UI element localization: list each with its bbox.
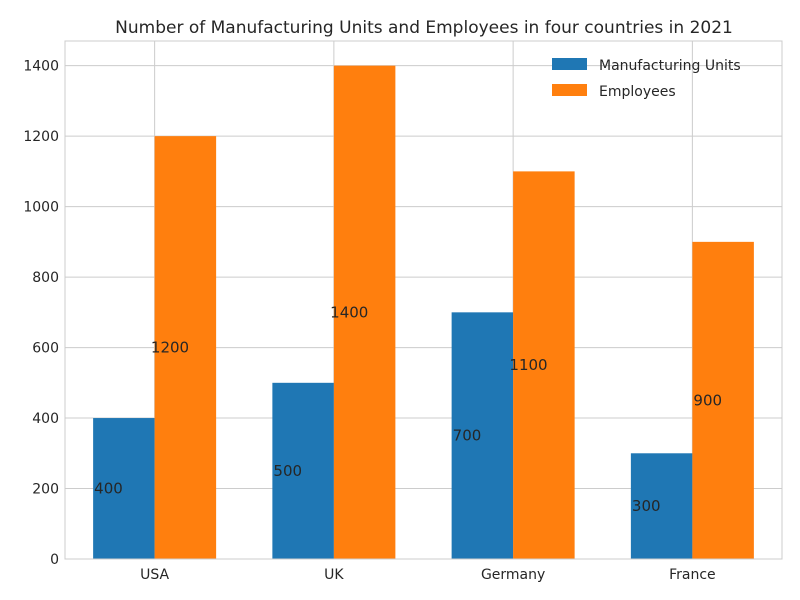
data-label: 1400 bbox=[330, 303, 368, 321]
data-label: 500 bbox=[273, 462, 302, 480]
bars bbox=[93, 66, 754, 559]
x-tick-label: UK bbox=[324, 567, 344, 583]
data-label: 400 bbox=[94, 480, 123, 498]
y-tick-label: 1400 bbox=[23, 59, 59, 75]
data-label: 1200 bbox=[151, 339, 189, 357]
data-label: 700 bbox=[453, 427, 482, 445]
y-tick-label: 0 bbox=[50, 552, 59, 568]
x-tick-label: Germany bbox=[481, 567, 545, 583]
x-axis: USA UK Germany France bbox=[140, 567, 716, 583]
legend-label: Manufacturing Units bbox=[599, 58, 741, 74]
y-axis: 0 200 400 600 800 1000 1200 1400 bbox=[23, 59, 59, 568]
legend: Manufacturing Units Employees bbox=[552, 58, 741, 100]
x-tick-label: USA bbox=[140, 567, 169, 583]
legend-label: Employees bbox=[599, 84, 676, 100]
chart-title: Number of Manufacturing Units and Employ… bbox=[115, 18, 733, 38]
data-label: 1100 bbox=[509, 356, 547, 374]
data-label: 900 bbox=[693, 391, 722, 409]
data-label: 300 bbox=[632, 497, 661, 515]
y-tick-label: 400 bbox=[32, 411, 59, 427]
legend-swatch bbox=[552, 84, 587, 96]
y-tick-label: 800 bbox=[32, 270, 59, 286]
y-tick-label: 1000 bbox=[23, 200, 59, 216]
y-tick-label: 200 bbox=[32, 482, 59, 498]
legend-swatch bbox=[552, 58, 587, 70]
x-tick-label: France bbox=[669, 567, 716, 583]
y-tick-label: 1200 bbox=[23, 129, 59, 145]
y-tick-label: 600 bbox=[32, 341, 59, 357]
